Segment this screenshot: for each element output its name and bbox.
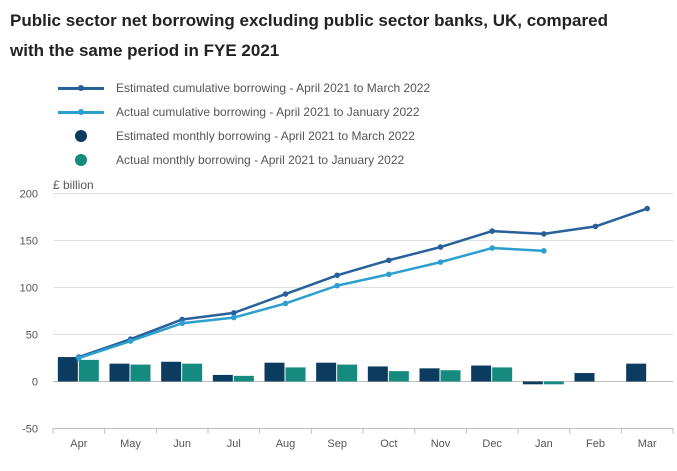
estimated-monthly-bar[interactable] [522, 381, 543, 385]
estimated-monthly-bar[interactable] [626, 363, 647, 382]
x-tick-label: Apr [70, 438, 87, 450]
legend-label: Estimated cumulative borrowing - April 2… [116, 81, 431, 95]
x-tick-label: Feb [586, 438, 605, 450]
actual-cumulative-point[interactable] [386, 271, 392, 278]
actual-monthly-bar[interactable] [182, 363, 203, 382]
x-tick-label: May [120, 438, 141, 450]
y-tick-label: 200 [20, 189, 38, 201]
estimated-monthly-bar[interactable] [264, 362, 285, 382]
chart-title-line-2: with the same period in FYE 2021 [10, 41, 280, 60]
chart-title-line-1: Public sector net borrowing excluding pu… [10, 11, 608, 30]
legend-label: Estimated monthly borrowing - April 2021… [116, 129, 415, 143]
actual-monthly-bar[interactable] [285, 367, 306, 382]
actual-cumulative-point[interactable] [541, 248, 547, 254]
actual-monthly-bar[interactable] [492, 367, 513, 382]
y-tick-label: -50 [22, 424, 38, 436]
y-tick-label: 0 [32, 377, 38, 389]
actual-cumulative-point[interactable] [437, 259, 444, 265]
estimated-monthly-bar[interactable] [367, 366, 388, 382]
x-tick-label: Sep [327, 438, 347, 450]
x-tick-label: Jul [227, 438, 241, 450]
x-tick-label: Oct [380, 438, 397, 450]
x-tick-label: Jan [535, 438, 553, 450]
legend-item-actual-monthly[interactable]: Actual monthly borrowing - April 2021 to… [58, 148, 430, 172]
estimated-cumulative-point[interactable] [541, 231, 547, 237]
actual-monthly-bar[interactable] [337, 364, 358, 382]
y-tick-label: 100 [20, 283, 38, 295]
legend-swatch-estimated-cumulative [58, 82, 104, 94]
actual-cumulative-point[interactable] [76, 355, 82, 361]
chart-legend: Estimated cumulative borrowing - April 2… [58, 76, 430, 172]
estimated-monthly-bar[interactable] [57, 357, 78, 382]
estimated-cumulative-point[interactable] [489, 228, 495, 234]
legend-label: Actual monthly borrowing - April 2021 to… [116, 153, 405, 167]
y-tick-label: 50 [26, 330, 38, 342]
x-tick-label: Jun [173, 438, 191, 450]
estimated-cumulative-point[interactable] [386, 257, 392, 264]
actual-cumulative-point[interactable] [127, 338, 134, 344]
legend-item-estimated-monthly[interactable]: Estimated monthly borrowing - April 2021… [58, 124, 430, 148]
estimated-cumulative-point[interactable] [437, 244, 444, 250]
estimated-cumulative-point[interactable] [644, 205, 650, 212]
x-tick-label: Aug [276, 438, 296, 450]
y-axis-label: £ billion [53, 178, 94, 192]
estimated-monthly-bar[interactable] [574, 373, 595, 382]
estimated-cumulative-point[interactable] [592, 223, 599, 230]
actual-cumulative-point[interactable] [282, 300, 289, 307]
x-tick-label: Nov [431, 438, 451, 450]
actual-cumulative-point[interactable] [489, 245, 495, 251]
legend-label: Actual cumulative borrowing - April 2021… [116, 105, 420, 119]
legend-swatch-estimated-monthly [58, 130, 104, 142]
chart-title: Public sector net borrowing excluding pu… [10, 6, 670, 66]
estimated-monthly-bar[interactable] [161, 361, 182, 382]
legend-swatch-actual-cumulative [58, 106, 104, 118]
estimated-monthly-bar[interactable] [316, 362, 337, 382]
x-tick-label: Dec [482, 438, 502, 450]
actual-cumulative-line [78, 246, 544, 360]
estimated-monthly-bar[interactable] [419, 368, 440, 382]
estimated-cumulative-point[interactable] [334, 272, 340, 279]
actual-monthly-bar[interactable] [543, 381, 564, 385]
actual-cumulative-point[interactable] [179, 320, 185, 327]
estimated-monthly-bar[interactable] [212, 374, 233, 382]
actual-monthly-bar[interactable] [233, 375, 254, 382]
estimated-cumulative-line [78, 207, 648, 359]
actual-monthly-bar[interactable] [130, 364, 151, 382]
x-tick-label: Mar [638, 438, 657, 450]
estimated-cumulative-point[interactable] [231, 310, 237, 316]
estimated-cumulative-point[interactable] [282, 291, 289, 297]
actual-cumulative-point[interactable] [231, 314, 237, 321]
actual-monthly-bar[interactable] [388, 371, 409, 382]
actual-cumulative-point[interactable] [334, 282, 340, 289]
estimated-monthly-bar[interactable] [471, 365, 492, 382]
y-tick-label: 150 [20, 236, 38, 248]
actual-monthly-bar[interactable] [78, 359, 99, 382]
actual-monthly-bar[interactable] [440, 370, 461, 382]
estimated-monthly-bar[interactable] [109, 363, 130, 382]
legend-item-estimated-cumulative[interactable]: Estimated cumulative borrowing - April 2… [58, 76, 430, 100]
legend-item-actual-cumulative[interactable]: Actual cumulative borrowing - April 2021… [58, 100, 430, 124]
legend-swatch-actual-monthly [58, 154, 104, 166]
